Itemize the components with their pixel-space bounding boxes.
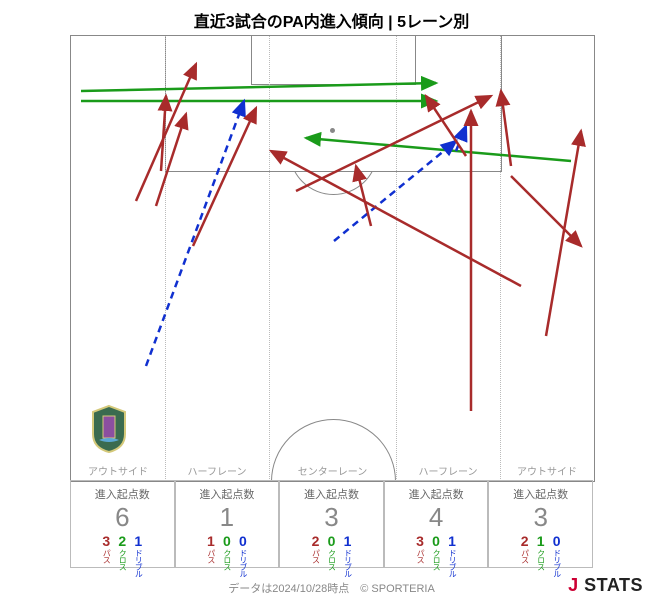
- stats-table: 進入起点数63パス2クロス1ドリブル進入起点数11パス0クロス0ドリブル進入起点…: [70, 480, 593, 568]
- stat-cross: 1クロス: [537, 534, 545, 577]
- stat-header: 進入起点数: [385, 486, 488, 502]
- pitch: アウトサイドハーフレーンセンターレーンハーフレーンアウトサイド: [70, 35, 595, 482]
- logo-j: J: [568, 575, 579, 595]
- stat-dribble: 1ドリブル: [134, 534, 142, 577]
- stat-cross: 2クロス: [118, 534, 126, 577]
- entry-arrow-pass: [193, 108, 256, 246]
- stat-cross: 0クロス: [327, 534, 335, 577]
- entry-arrow-pass: [546, 131, 581, 336]
- entry-arrow-pass: [136, 64, 196, 201]
- entry-arrow-dribble: [334, 141, 456, 241]
- stat-breakdown: 2パス 1クロス 0ドリブル: [489, 534, 592, 577]
- stat-header: 進入起点数: [489, 486, 592, 502]
- arrows-layer: [71, 36, 594, 481]
- stat-header: 進入起点数: [280, 486, 383, 502]
- stat-breakdown: 1パス 0クロス 0ドリブル: [176, 534, 279, 577]
- stat-total: 3: [280, 504, 383, 530]
- stat-breakdown: 3パス 2クロス 1ドリブル: [71, 534, 174, 577]
- stat-total: 1: [176, 504, 279, 530]
- entry-arrow-cross: [306, 138, 571, 161]
- lane-stat-column: 進入起点数32パス0クロス1ドリブル: [279, 480, 384, 568]
- stat-breakdown: 3パス 0クロス 1ドリブル: [385, 534, 488, 577]
- lane-stat-column: 進入起点数63パス2クロス1ドリブル: [70, 480, 175, 568]
- stat-pass: 3パス: [102, 534, 110, 577]
- stat-dribble: 1ドリブル: [448, 534, 456, 577]
- stat-pass: 2パス: [521, 534, 529, 577]
- stat-header: 進入起点数: [176, 486, 279, 502]
- lane-stat-column: 進入起点数11パス0クロス0ドリブル: [175, 480, 280, 568]
- lane-stat-column: 進入起点数43パス0クロス1ドリブル: [384, 480, 489, 568]
- stat-header: 進入起点数: [71, 486, 174, 502]
- entry-arrow-pass: [296, 96, 491, 191]
- jstats-logo: J STATS: [568, 575, 643, 596]
- stat-dribble: 1ドリブル: [343, 534, 351, 577]
- entry-arrow-cross: [81, 83, 436, 91]
- chart-title: 直近3試合のPA内進入傾向 | 5レーン別: [0, 0, 663, 32]
- stat-pass: 2パス: [311, 534, 319, 577]
- footer-text: データは2024/10/28時点 © SPORTERIA: [0, 580, 663, 596]
- entry-arrow-pass: [271, 151, 521, 286]
- stat-cross: 0クロス: [432, 534, 440, 577]
- stat-total: 3: [489, 504, 592, 530]
- stat-total: 4: [385, 504, 488, 530]
- logo-rest: STATS: [579, 575, 643, 595]
- stat-dribble: 0ドリブル: [553, 534, 561, 577]
- chart-container: 直近3試合のPA内進入傾向 | 5レーン別 アウトサイドハーフレーンセンターレー…: [0, 0, 663, 611]
- stat-breakdown: 2パス 0クロス 1ドリブル: [280, 534, 383, 577]
- stat-dribble: 0ドリブル: [239, 534, 247, 577]
- stat-total: 6: [71, 504, 174, 530]
- stat-cross: 0クロス: [223, 534, 231, 577]
- stat-pass: 3パス: [416, 534, 424, 577]
- entry-arrow-dribble: [146, 101, 244, 366]
- lane-stat-column: 進入起点数32パス1クロス0ドリブル: [488, 480, 593, 568]
- stat-pass: 1パス: [207, 534, 215, 577]
